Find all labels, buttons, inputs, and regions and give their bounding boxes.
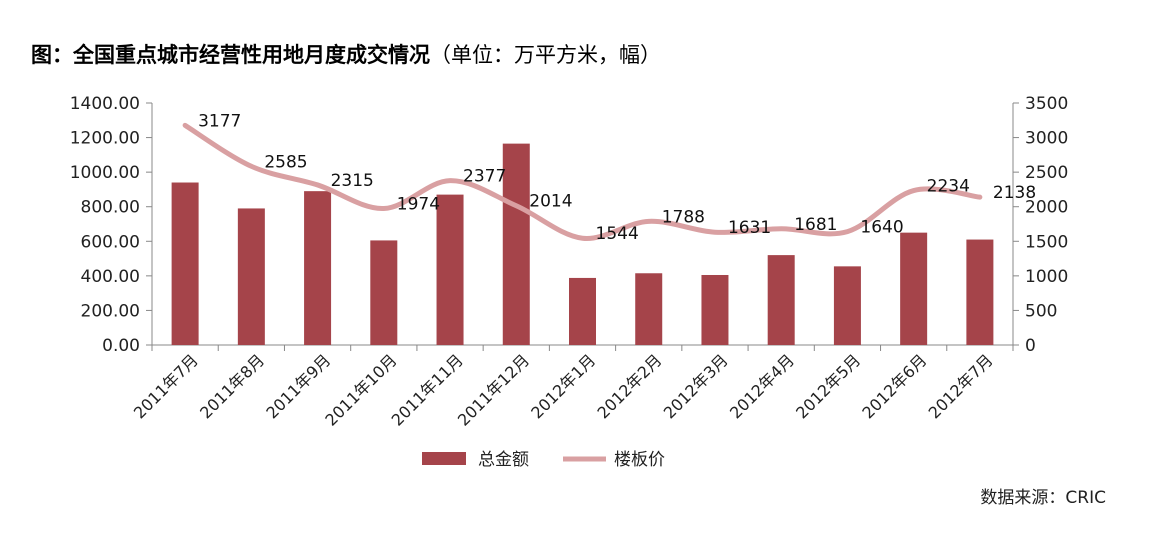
data-label: 1544 — [596, 224, 639, 244]
bar — [701, 274, 729, 345]
source-note: 数据来源：CRIC — [980, 488, 1106, 508]
series-line — [182, 122, 983, 241]
axes: 0.00 200.00 400.00 600.00 800.00 1000.00 1200.… — [70, 94, 1069, 356]
bar — [171, 182, 199, 345]
y-left-tick-label: 0.00 — [102, 336, 140, 356]
data-label: 1631 — [728, 218, 771, 238]
y-left-tick-label: 1200.00 — [70, 129, 140, 149]
data-label: 1681 — [794, 215, 837, 235]
bar — [304, 191, 332, 345]
y-right-tick-label: 2000 — [1025, 198, 1068, 218]
category-label: 2012年4月 — [726, 350, 798, 422]
category-label: 2011年7月 — [130, 350, 202, 422]
data-label: 1640 — [860, 218, 903, 238]
category-label: 2012年7月 — [925, 350, 997, 422]
legend-label-line: 楼板价 — [614, 450, 665, 470]
y-right-tick-label: 1500 — [1025, 232, 1068, 252]
y-left-tick-label: 1400.00 — [70, 94, 140, 114]
chart-title: 图：全国重点城市经营性用地月度成交情况 — [31, 43, 430, 67]
bar — [370, 240, 398, 345]
y-left-tick-label: 400.00 — [81, 267, 140, 287]
category-labels: 2011年7月2011年8月2011年9月2011年10月2011年11月201… — [130, 350, 997, 429]
data-label: 3177 — [198, 111, 241, 131]
bar — [502, 143, 530, 345]
data-labels: 3177 2585 2315 1974 2377 2014 1544 1788 1631 1681… — [198, 111, 1036, 244]
line-layer — [182, 122, 983, 241]
category-label: 2012年6月 — [858, 350, 930, 422]
y-left-tick-label: 200.00 — [81, 301, 140, 321]
bar — [436, 194, 464, 345]
y-right-tick-label: 3500 — [1025, 94, 1068, 114]
y-right-tick-label: 2500 — [1025, 163, 1068, 183]
y-left-tick-label: 800.00 — [81, 198, 140, 218]
data-label: 2138 — [993, 183, 1036, 203]
bar — [767, 255, 795, 345]
data-label: 2315 — [331, 171, 374, 191]
y-right-tick-label: 1000 — [1025, 267, 1068, 287]
data-label: 2014 — [529, 192, 572, 212]
bar — [900, 232, 928, 345]
data-label: 2377 — [463, 167, 506, 187]
category-label: 2012年1月 — [527, 350, 599, 422]
legend-swatch-bars — [422, 452, 466, 465]
legend: 总金额 楼板价 — [422, 450, 665, 470]
category-label: 2012年5月 — [792, 350, 864, 422]
category-label: 2012年3月 — [660, 350, 732, 422]
bar — [569, 277, 596, 345]
bars — [171, 143, 994, 345]
chart-subtitle: （单位：万平方米，幅） — [430, 43, 661, 67]
data-label: 2234 — [927, 177, 970, 197]
bar — [237, 208, 265, 345]
data-label: 1974 — [397, 195, 440, 215]
category-label: 2011年12月 — [454, 350, 533, 429]
bar — [635, 273, 663, 345]
data-label: 1788 — [662, 207, 705, 227]
y-left-tick-label: 1000.00 — [70, 163, 140, 183]
category-label: 2011年9月 — [262, 350, 334, 422]
legend-label-bars: 总金额 — [478, 450, 529, 470]
data-label: 2585 — [264, 152, 307, 172]
bar — [833, 266, 861, 345]
category-label: 2011年8月 — [196, 350, 268, 422]
category-label: 2012年2月 — [594, 350, 666, 422]
y-right-tick-label: 500 — [1025, 301, 1057, 321]
bar — [966, 239, 994, 345]
y-left-tick-label: 600.00 — [81, 232, 140, 252]
y-right-tick-label: 0 — [1025, 336, 1036, 356]
y-right-tick-label: 3000 — [1025, 129, 1068, 149]
